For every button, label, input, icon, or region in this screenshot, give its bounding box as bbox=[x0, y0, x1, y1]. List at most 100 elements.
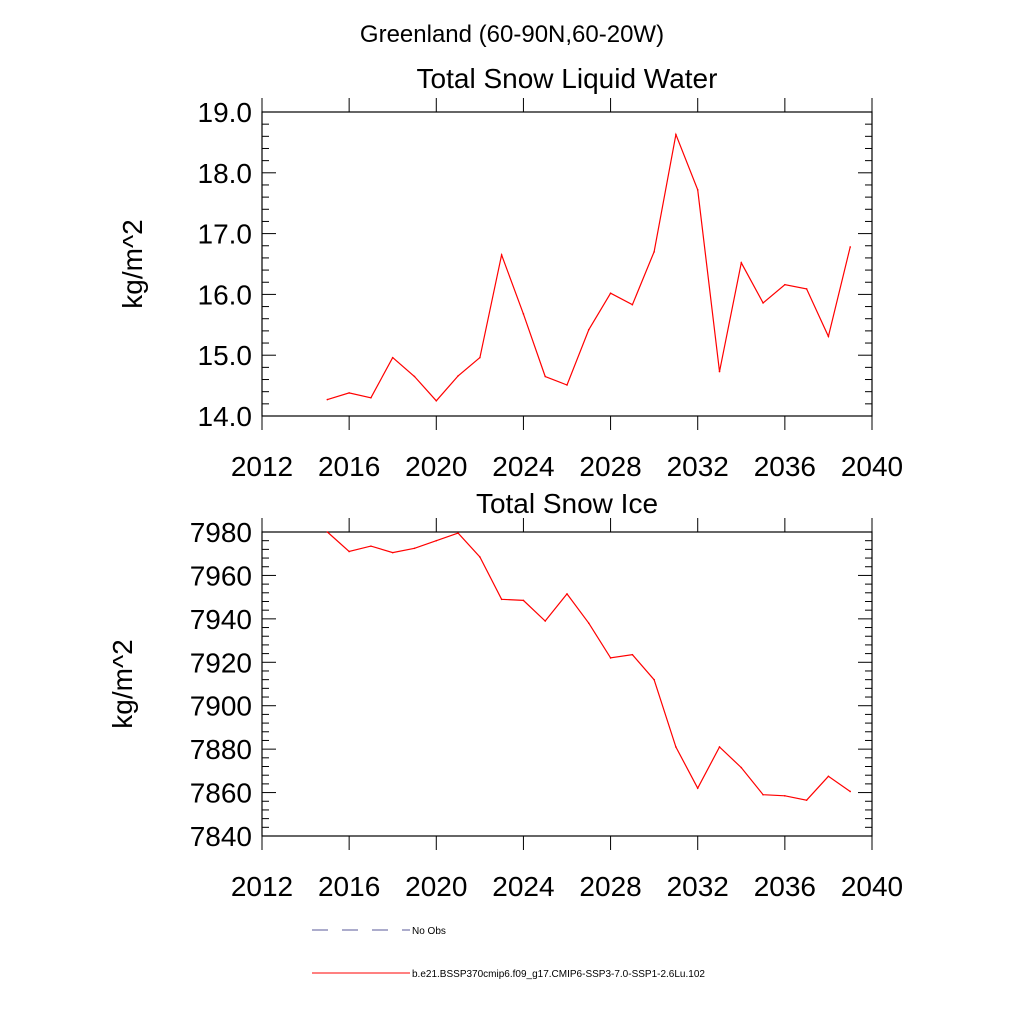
x-tick-label: 2020 bbox=[405, 871, 467, 902]
figure-suptitle: Greenland (60-90N,60-20W) bbox=[360, 21, 664, 48]
x-tick-label: 2012 bbox=[231, 451, 293, 482]
y-tick-label: 7920 bbox=[190, 647, 252, 678]
y-tick-label: 7960 bbox=[190, 560, 252, 591]
data-point bbox=[849, 246, 852, 248]
data-point bbox=[522, 599, 525, 602]
data-point bbox=[413, 547, 416, 550]
data-point bbox=[435, 400, 438, 402]
y-axis-ticks: 7840 7860 7880 7900 7920 7940 7960 7980 bbox=[190, 517, 872, 852]
y-axis-label: kg/m^2 bbox=[107, 639, 138, 728]
x-tick-label: 2036 bbox=[754, 871, 816, 902]
data-point bbox=[348, 550, 350, 553]
data-point bbox=[587, 328, 590, 331]
data-point bbox=[718, 370, 721, 373]
data-point bbox=[740, 261, 743, 264]
chart-title: Total Snow Liquid Water bbox=[417, 63, 718, 94]
y-tick-label: 18.0 bbox=[198, 158, 253, 189]
data-point bbox=[566, 593, 568, 595]
y-tick-label: 7860 bbox=[190, 778, 252, 809]
data-point bbox=[326, 531, 329, 533]
data-point bbox=[762, 793, 764, 796]
data-point bbox=[544, 620, 547, 622]
y-tick-label: 7880 bbox=[190, 734, 252, 765]
legend: No Obs b.e21.BSSP370cmip6.f09_g17.CMIP6-… bbox=[312, 926, 705, 980]
data-point bbox=[827, 775, 830, 778]
plot-frame bbox=[261, 111, 873, 417]
y-tick-label: 17.0 bbox=[198, 219, 253, 250]
data-point bbox=[740, 766, 743, 769]
x-axis-ticks: 2012 2016 2020 2024 2028 2032 2036 2040 bbox=[231, 98, 903, 482]
x-axis-ticks: 2012 2016 2020 2024 2028 2032 2036 2040 bbox=[231, 518, 903, 902]
series-line-1 bbox=[326, 531, 851, 801]
chart-panel-2: Total Snow Ice kg/m^2 2012 2016 2020 2024 2028… bbox=[107, 488, 903, 902]
data-point bbox=[762, 302, 764, 304]
data-point bbox=[631, 303, 634, 306]
x-tick-label: 2032 bbox=[667, 871, 729, 902]
y-tick-label: 16.0 bbox=[198, 279, 253, 310]
data-point bbox=[718, 746, 721, 748]
y-tick-label: 7940 bbox=[190, 604, 252, 635]
data-point bbox=[566, 384, 568, 386]
data-point bbox=[675, 133, 677, 136]
data-point bbox=[827, 335, 830, 338]
series-points bbox=[326, 133, 852, 402]
legend-label-no-obs: No Obs bbox=[412, 926, 446, 937]
data-point bbox=[370, 396, 372, 399]
data-point bbox=[784, 795, 786, 797]
data-point bbox=[587, 622, 590, 624]
y-tick-label: 7900 bbox=[190, 691, 252, 722]
data-point bbox=[805, 799, 808, 801]
data-point bbox=[653, 251, 655, 253]
x-tick-label: 2032 bbox=[667, 451, 729, 482]
x-tick-label: 2028 bbox=[579, 871, 641, 902]
data-point bbox=[457, 375, 459, 377]
data-point bbox=[522, 313, 525, 315]
y-axis-label: kg/m^2 bbox=[117, 219, 148, 308]
y-axis-ticks: 14.0 15.0 16.0 17.0 18.0 19.0 bbox=[198, 97, 872, 432]
plot-frame bbox=[261, 531, 873, 837]
series-points bbox=[326, 531, 852, 801]
x-tick-label: 2036 bbox=[754, 451, 816, 482]
y-tick-label: 14.0 bbox=[198, 401, 253, 432]
series-line-1 bbox=[327, 132, 851, 402]
x-tick-label: 2040 bbox=[841, 871, 903, 902]
data-point bbox=[326, 398, 329, 401]
data-point bbox=[479, 356, 481, 359]
data-point bbox=[696, 787, 699, 790]
data-point bbox=[653, 678, 655, 681]
data-point bbox=[609, 292, 612, 294]
x-tick-label: 2016 bbox=[318, 451, 380, 482]
x-tick-label: 2020 bbox=[405, 451, 467, 482]
data-point bbox=[849, 790, 852, 793]
data-point bbox=[696, 189, 699, 191]
x-tick-label: 2024 bbox=[492, 451, 554, 482]
x-tick-label: 2012 bbox=[231, 871, 293, 902]
data-point bbox=[457, 532, 459, 534]
data-point bbox=[675, 746, 677, 748]
x-tick-label: 2028 bbox=[579, 451, 641, 482]
y-tick-label: 7980 bbox=[190, 517, 252, 548]
data-point bbox=[544, 375, 547, 378]
x-tick-label: 2040 bbox=[841, 451, 903, 482]
x-tick-label: 2016 bbox=[318, 871, 380, 902]
chart-panel-1: Total Snow Liquid Water kg/m^2 2012 2016 202… bbox=[117, 63, 903, 482]
data-point bbox=[500, 254, 503, 256]
data-point bbox=[391, 356, 394, 359]
chart-title: Total Snow Ice bbox=[476, 488, 658, 519]
y-tick-label: 15.0 bbox=[198, 340, 253, 371]
data-point bbox=[413, 375, 416, 378]
y-tick-label: 7840 bbox=[190, 821, 252, 852]
data-point bbox=[391, 551, 394, 554]
x-tick-label: 2024 bbox=[492, 871, 554, 902]
data-point bbox=[348, 392, 350, 394]
y-tick-label: 19.0 bbox=[198, 97, 253, 128]
data-point bbox=[500, 598, 503, 601]
legend-label-model-run: b.e21.BSSP370cmip6.f09_g17.CMIP6-SSP3-7.… bbox=[412, 969, 705, 980]
data-point bbox=[609, 657, 612, 659]
data-point bbox=[370, 545, 372, 547]
data-point bbox=[479, 556, 481, 558]
chart-panels: Total Snow Liquid Water kg/m^2 2012 2016 202… bbox=[107, 63, 903, 902]
data-point bbox=[435, 539, 438, 542]
data-point bbox=[784, 283, 786, 286]
